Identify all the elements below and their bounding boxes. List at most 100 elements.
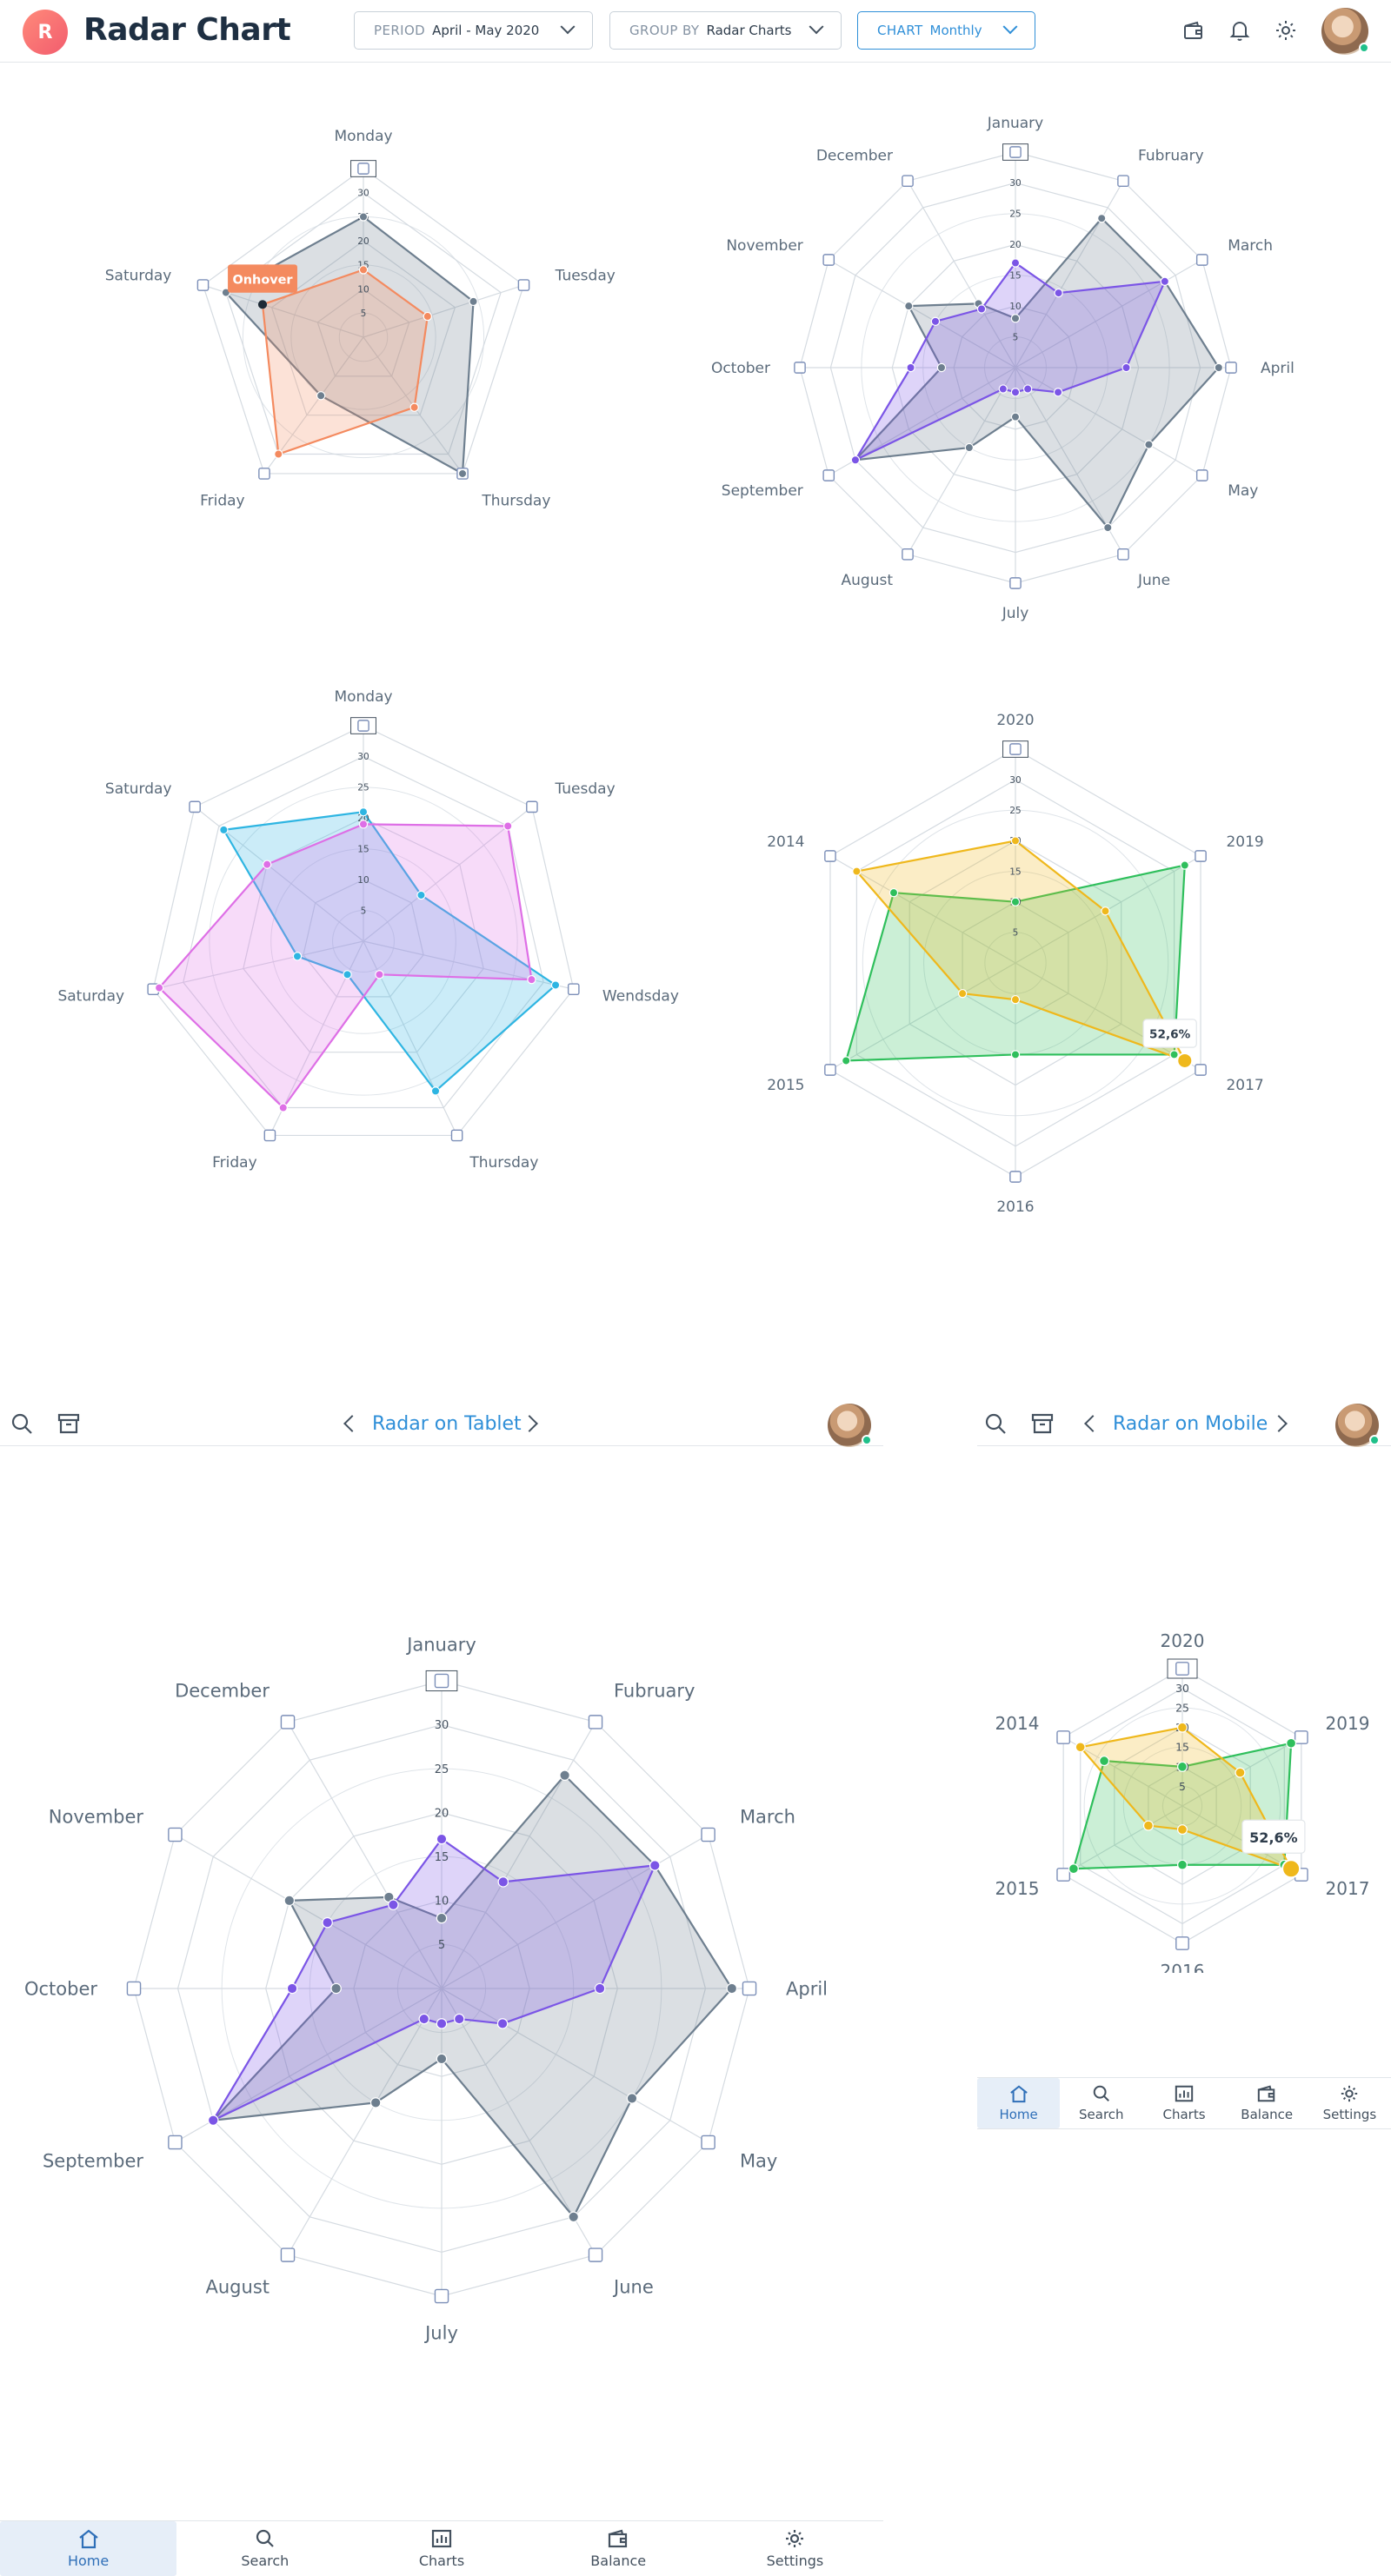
grid-ring (243, 817, 484, 1053)
tick-label: 10 (357, 875, 369, 886)
search-icon[interactable] (10, 1412, 33, 1438)
data-point (358, 807, 369, 817)
data-point (1075, 1742, 1086, 1753)
data-point (842, 1056, 851, 1066)
chart-select-key: CHART (877, 23, 923, 38)
grid-spoke (1015, 367, 1203, 476)
axis-label: 2015 (995, 1878, 1040, 1899)
wallet-icon[interactable] (1181, 17, 1207, 43)
tab-settings[interactable]: Settings (707, 2521, 883, 2576)
archive-icon[interactable] (1031, 1412, 1054, 1438)
axis-label: June (1137, 572, 1170, 589)
archive-icon[interactable] (57, 1412, 80, 1438)
axis-marker (126, 1981, 142, 1996)
axis-label: August (206, 2276, 270, 2297)
tooltip-label: 52,6% (1149, 1028, 1191, 1042)
tick-label: 25 (1009, 806, 1021, 816)
tab-home[interactable]: Home (977, 2078, 1061, 2128)
data-point (1103, 522, 1113, 533)
axis-marker (1009, 743, 1022, 755)
avatar[interactable] (828, 1404, 872, 1447)
axis-marker (357, 163, 369, 175)
tab-charts[interactable]: Charts (353, 2521, 529, 2576)
data-point (316, 391, 326, 401)
data-point (850, 455, 861, 465)
group-by-select[interactable]: GROUP BY Radar Charts (609, 11, 842, 50)
data-point (219, 825, 229, 835)
tick-label: 5 (361, 309, 367, 319)
period-select[interactable]: PERIOD April - May 2020 (354, 11, 593, 50)
avatar[interactable] (1335, 1404, 1380, 1447)
grid-spoke (363, 940, 574, 990)
axis-label: Monday (334, 688, 392, 706)
data-point (330, 1982, 342, 1995)
axis-marker (794, 362, 806, 374)
prev-arrow-icon[interactable] (1084, 1415, 1101, 1432)
axis-label: 2017 (1326, 1878, 1370, 1899)
search-icon[interactable] (984, 1412, 1007, 1438)
next-arrow-icon[interactable] (521, 1415, 538, 1432)
data-point (559, 1769, 570, 1782)
mobile-title: Radar on Mobile (1113, 1413, 1268, 1435)
data-point (1099, 1756, 1110, 1767)
chart-select[interactable]: CHART Monthly (857, 11, 1035, 50)
daily-radar-chart: 5101520253035MondayTuesdayWendsdayThursd… (57, 688, 678, 1172)
data-point (263, 860, 272, 869)
online-status-dot (1359, 43, 1369, 53)
data-point (1160, 276, 1170, 286)
grid-ring (316, 288, 410, 377)
tick-label: 15 (435, 1851, 449, 1864)
axis-label: March (1228, 237, 1273, 255)
data-point (1053, 388, 1063, 397)
mobile-header: Radar on Mobile (977, 1401, 1391, 1447)
data-point (964, 442, 975, 453)
grid-spoke (441, 1988, 596, 2255)
data-point (1144, 440, 1154, 449)
data-point (976, 304, 987, 314)
tab-balance[interactable]: Balance (530, 2521, 707, 2576)
axis-marker (1195, 254, 1208, 266)
axis-marker (517, 279, 530, 291)
tooltip-label: Onhover (232, 274, 293, 288)
axis-marker (1175, 1662, 1189, 1676)
bell-icon[interactable] (1227, 17, 1253, 43)
data-point (358, 265, 369, 275)
axis-marker (196, 279, 210, 291)
axis-marker (357, 720, 369, 732)
axis-marker (1009, 577, 1022, 589)
axis-label: Thursday (481, 493, 550, 510)
grid-spoke (1015, 962, 1201, 1071)
data-point (1176, 1761, 1188, 1772)
data-point (1054, 288, 1063, 298)
axis-label: 2020 (996, 712, 1034, 729)
axis-marker (1195, 1064, 1207, 1076)
grid-spoke (287, 1988, 443, 2255)
prev-arrow-icon[interactable] (343, 1415, 361, 1432)
gear-icon[interactable] (1273, 17, 1299, 43)
grid-spoke (287, 1722, 443, 1989)
data-point (436, 1912, 448, 1924)
data-point (930, 316, 941, 327)
tab-charts[interactable]: Charts (1142, 2078, 1225, 2128)
tab-balance[interactable]: Balance (1226, 2078, 1308, 2128)
data-point (286, 1982, 298, 1995)
data-point (453, 2013, 465, 2025)
avatar[interactable] (1321, 8, 1369, 55)
tablet-monthly-radar-chart: 5101520253035JanuaryFubruaryMarchAprilMa… (24, 1634, 828, 2343)
app-logo[interactable]: R (23, 10, 68, 55)
data-point (436, 2018, 448, 2029)
next-arrow-icon[interactable] (1270, 1415, 1288, 1432)
axis-marker (434, 1673, 449, 1689)
data-point (1010, 412, 1021, 422)
tab-settings[interactable]: Settings (1308, 2078, 1391, 2128)
chevron-down-icon (560, 19, 576, 35)
tab-search-label: Search (1079, 2107, 1124, 2122)
tab-search[interactable]: Search (176, 2521, 353, 2576)
axis-label: 2017 (1226, 1077, 1263, 1094)
grid-spoke (441, 1988, 709, 2143)
tab-search[interactable]: Search (1060, 2078, 1142, 2128)
data-point (649, 1860, 661, 1871)
data-point (1022, 384, 1033, 394)
tab-home[interactable]: Home (0, 2521, 177, 2576)
data-point (388, 1899, 399, 1910)
